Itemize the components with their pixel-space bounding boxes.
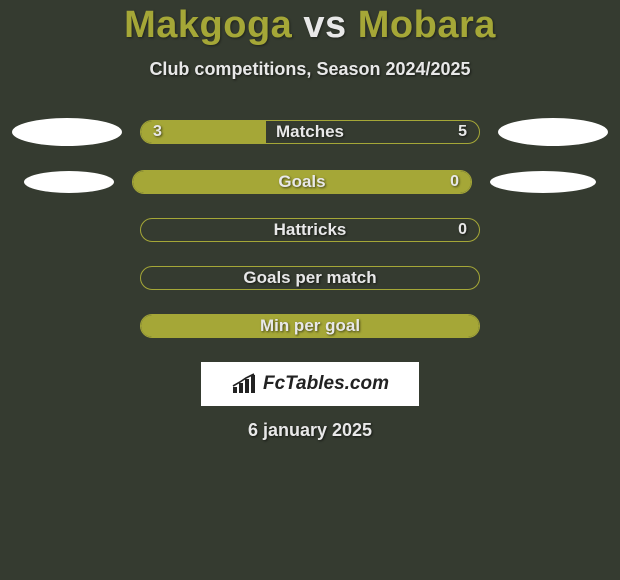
- vs-separator: vs: [303, 4, 346, 46]
- stat-value-right: 5: [458, 123, 467, 141]
- stat-bar: Goals 0: [132, 170, 472, 194]
- stat-label: Matches: [276, 122, 344, 142]
- logo-text: FcTables.com: [263, 373, 389, 395]
- stat-label: Goals per match: [243, 268, 376, 288]
- spacer-left: [0, 230, 122, 231]
- stat-bar: Min per goal: [140, 314, 480, 338]
- comparison-chart: 3 Matches 5 Goals 0 Hattricks 0 Goals per match…: [0, 118, 620, 338]
- stat-bar: 3 Matches 5: [140, 120, 480, 144]
- logo-box: FcTables.com: [201, 362, 419, 406]
- footer-date: 6 january 2025: [0, 420, 620, 441]
- spacer-right: [498, 230, 620, 231]
- stat-value-left: 3: [153, 123, 162, 141]
- page-root: Makgoga vs Mobara Club competitions, Sea…: [0, 0, 620, 441]
- page-title: Makgoga vs Mobara: [0, 4, 620, 47]
- comparison-row: Goals per match: [0, 266, 620, 290]
- stat-label: Min per goal: [260, 316, 360, 336]
- comparison-row: Min per goal: [0, 314, 620, 338]
- player-left-oval: [12, 118, 122, 146]
- subtitle: Club competitions, Season 2024/2025: [0, 59, 620, 80]
- stat-bar: Hattricks 0: [140, 218, 480, 242]
- spacer-left: [0, 326, 122, 327]
- stat-value-right: 0: [450, 173, 459, 191]
- player-right-oval: [498, 118, 608, 146]
- player-left-name: Makgoga: [124, 4, 292, 46]
- stat-label: Goals: [278, 172, 325, 192]
- stat-value-right: 0: [458, 221, 467, 239]
- spacer-right: [498, 326, 620, 327]
- player-right-name: Mobara: [358, 4, 496, 46]
- spacer-right: [498, 278, 620, 279]
- player-right-oval: [490, 171, 596, 193]
- comparison-row: 3 Matches 5: [0, 118, 620, 146]
- comparison-row: Hattricks 0: [0, 218, 620, 242]
- logo-content: FcTables.com: [231, 373, 389, 395]
- player-left-oval: [24, 171, 114, 193]
- comparison-row: Goals 0: [0, 170, 620, 194]
- fctables-chart-icon: [231, 373, 259, 395]
- stat-bar: Goals per match: [140, 266, 480, 290]
- stat-label: Hattricks: [274, 220, 347, 240]
- spacer-left: [0, 278, 122, 279]
